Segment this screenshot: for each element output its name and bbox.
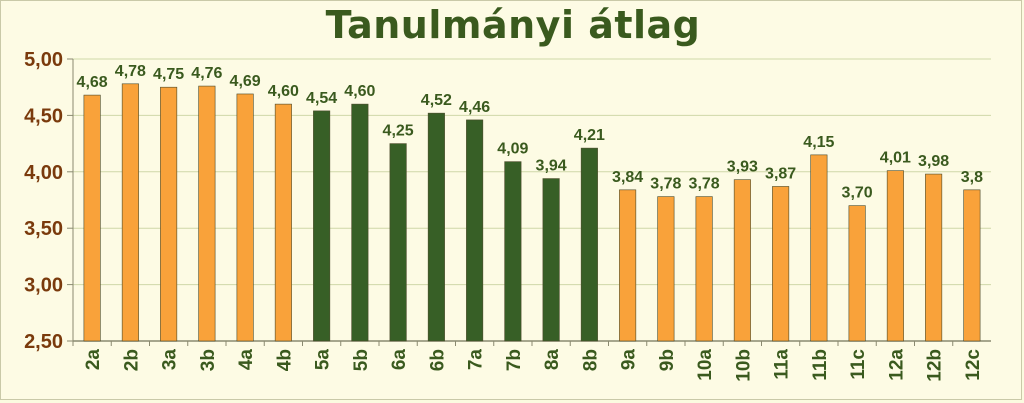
x-tick-label: 2b (121, 349, 142, 371)
bar-4a (236, 93, 254, 342)
bar-8b (580, 147, 598, 342)
x-tick-label: 12b (925, 349, 946, 382)
data-label: 4,01 (880, 150, 911, 167)
x-tick-label: 2a (83, 349, 104, 371)
y-axis: 2,50 3,00 3,50 4,00 4,50 5,00 (24, 49, 63, 353)
bar-12c (963, 189, 981, 342)
x-tick-label: 3a (160, 349, 181, 371)
bar-7b (504, 161, 522, 342)
bar-11c (848, 205, 866, 342)
bar-3a (160, 86, 178, 342)
data-label: 3,87 (765, 165, 796, 182)
data-label: 3,78 (689, 176, 720, 193)
bars (83, 83, 981, 342)
y-tick-label: 2,50 (24, 331, 63, 353)
bar-10a (695, 196, 713, 342)
bar-11b (810, 154, 828, 342)
data-label: 4,15 (803, 134, 834, 151)
x-tick-label: 7b (504, 349, 525, 371)
data-label: 4,78 (115, 63, 146, 80)
data-label: 4,46 (459, 99, 490, 116)
bar-2b (121, 83, 139, 342)
data-labels: 4,68 4,78 4,75 4,76 4,69 4,60 4,54 4,60 4,25 4,52… (77, 63, 984, 202)
data-label: 3,70 (842, 185, 873, 202)
x-tick-label: 8a (542, 349, 563, 371)
plot-area (73, 59, 991, 341)
data-label: 3,8 (961, 169, 983, 186)
y-tick-label: 4,50 (24, 105, 63, 127)
y-tick-label: 5,00 (24, 49, 63, 71)
data-label: 4,76 (191, 65, 222, 82)
x-tick-label: 4b (274, 349, 295, 371)
data-label: 4,21 (574, 127, 605, 144)
data-label: 4,75 (153, 66, 184, 83)
bar-10b (733, 179, 751, 342)
bar-5a (313, 110, 331, 342)
bar-4b (274, 103, 292, 342)
x-tick-label: 8b (580, 349, 601, 371)
x-tick-label: 5b (351, 349, 372, 371)
data-label: 3,98 (918, 153, 949, 170)
chart-title: Tanulmányi átlag (325, 3, 701, 47)
bar-12b (925, 173, 943, 342)
x-tick-label: 6a (389, 349, 410, 371)
x-tick-label: 7a (466, 349, 487, 371)
x-tick-label: 11c (848, 349, 869, 380)
data-label: 3,94 (536, 158, 567, 175)
data-label: 4,60 (268, 83, 299, 100)
x-tick-label: 9a (619, 349, 640, 371)
y-tick-label: 3,00 (24, 275, 63, 297)
x-axis: 2a 2b 3a 3b 4a 4b 5a 5b 6a 6b 7a 7b 8a 8b 9a 9b 10a 10b 11… (83, 349, 984, 382)
x-tick-label: 12a (886, 349, 907, 381)
y-tick-label: 3,50 (24, 218, 63, 240)
data-label: 3,84 (612, 169, 643, 186)
data-label: 4,60 (344, 83, 375, 100)
bar-9b (657, 196, 675, 342)
bar-7a (466, 119, 484, 342)
bar-2a (83, 94, 101, 342)
x-tick-label: 11a (772, 349, 793, 380)
x-tick-label: 3b (198, 349, 219, 371)
bar-6a (389, 143, 407, 342)
bar-6b (427, 112, 445, 342)
bar-3b (198, 85, 216, 342)
data-label: 4,25 (383, 123, 414, 140)
bar-12a (886, 170, 904, 342)
data-label: 4,54 (306, 90, 337, 107)
data-label: 4,68 (77, 74, 108, 91)
data-label: 4,52 (421, 92, 452, 109)
x-tick-label: 5a (313, 349, 334, 371)
x-tick-label: 10b (733, 349, 754, 382)
x-tick-label: 10a (695, 349, 716, 381)
y-tick-label: 4,00 (24, 162, 63, 184)
x-tick-label: 4a (236, 349, 257, 371)
x-tick-label: 12c (963, 349, 984, 381)
x-tick-label: 9b (657, 349, 678, 371)
bar-5b (351, 103, 369, 342)
x-tick-label: 6b (427, 349, 448, 371)
data-label: 3,78 (650, 176, 681, 193)
grid-lines (67, 58, 991, 346)
bar-9a (619, 189, 637, 342)
bar-8a (542, 178, 560, 342)
bar-11a (772, 186, 790, 342)
data-label: 4,69 (230, 73, 261, 90)
data-label: 4,09 (497, 141, 528, 158)
x-tick-label: 11b (810, 349, 831, 381)
data-label: 3,93 (727, 159, 758, 176)
